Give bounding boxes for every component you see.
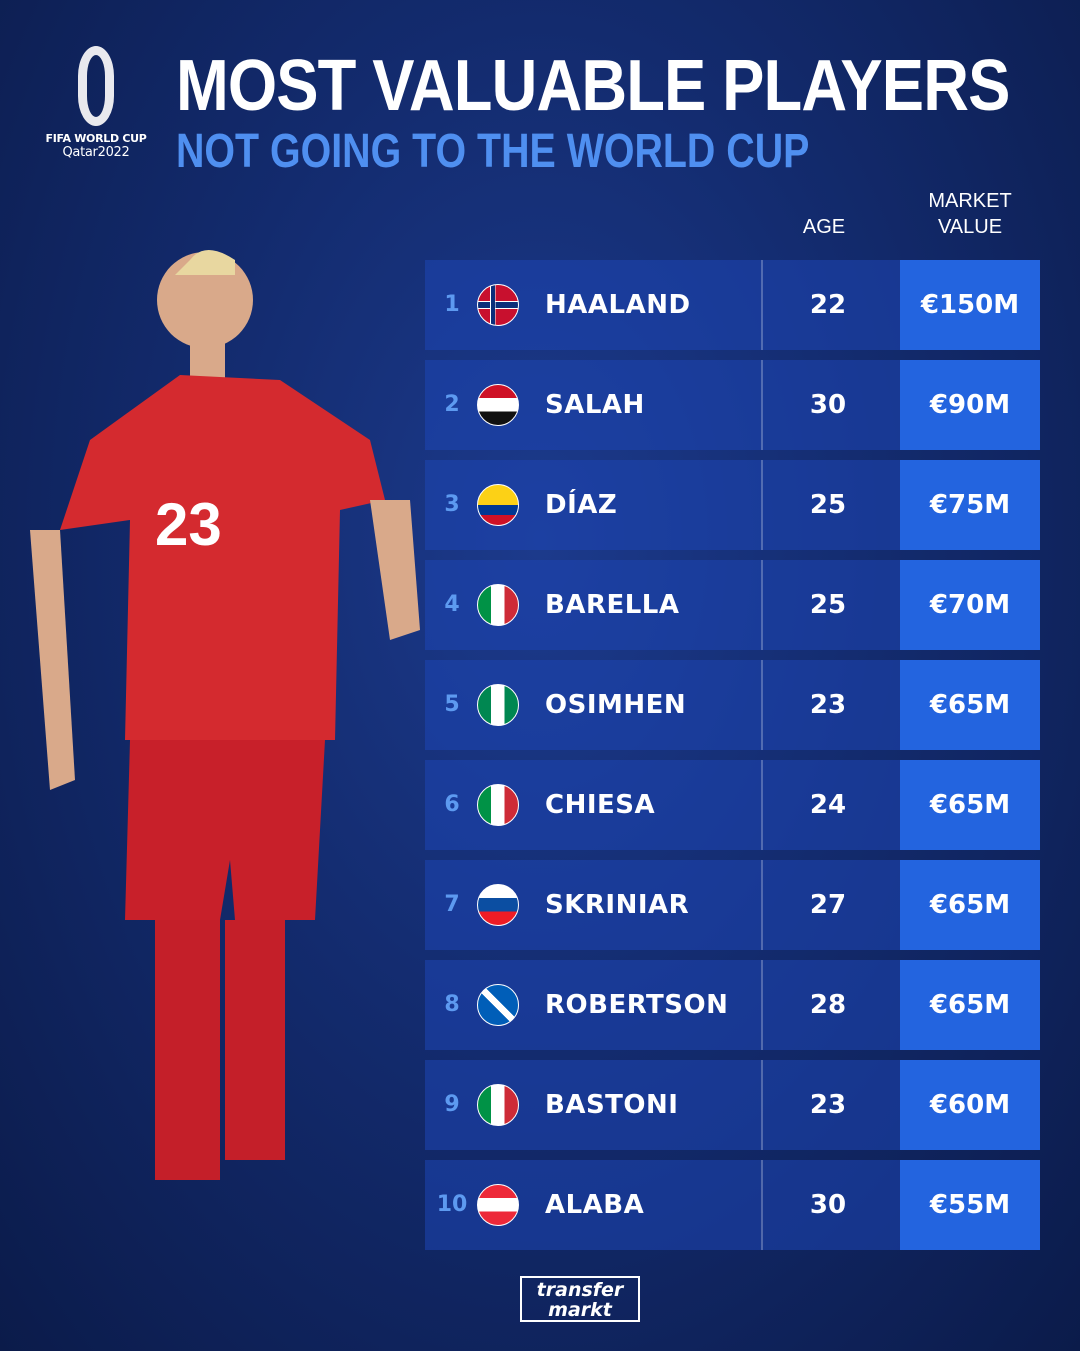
flag-nigeria-icon [477,684,519,726]
player-age: 23 [809,1090,847,1120]
divider [761,660,763,750]
player-name: ALABA [545,1190,645,1220]
player-age: 28 [809,990,847,1020]
column-header-market-value-line2: VALUE [937,216,1003,238]
flag-egypt-icon [477,384,519,426]
brand-line1: transfer [536,1279,624,1301]
rank: 5 [444,692,460,717]
rank: 1 [444,292,460,317]
logo-line2: Qatar2022 [62,145,130,160]
market-value: €70M [900,560,1040,650]
market-value: €90M [900,360,1040,450]
table-row: 6 CHIESA 24 €65M [425,760,1040,850]
market-value: €55M [900,1160,1040,1250]
flag-italy-icon [477,584,519,626]
table-row: 10 ALABA 30 €55M [425,1160,1040,1250]
divider [761,760,763,850]
fifa-world-cup-logo: FIFA WORLD CUP Qatar2022 [44,46,148,160]
divider [761,460,763,550]
table-row: 3 DÍAZ 25 €75M [425,460,1040,550]
page-title: MOST VALUABLE PLAYERS [176,46,1010,126]
flag-scotland-icon [477,984,519,1026]
column-header-market-value-line1: MARKET [928,190,1012,212]
market-value: €60M [900,1060,1040,1150]
player-name: OSIMHEN [545,690,687,720]
player-age: 24 [809,790,847,820]
player-name: HAALAND [545,290,691,320]
flag-norway-icon [477,284,519,326]
player-age: 22 [809,290,847,320]
table-row: 5 OSIMHEN 23 €65M [425,660,1040,750]
table-row: 8 ROBERTSON 28 €65M [425,960,1040,1050]
table-row: 2 SALAH 30 €90M [425,360,1040,450]
rank: 10 [436,1192,468,1217]
market-value: €150M [900,260,1040,350]
divider [761,560,763,650]
player-name: CHIESA [545,790,656,820]
rank: 2 [444,392,460,417]
rank: 3 [444,492,460,517]
market-value: €65M [900,760,1040,850]
column-header-age: AGE [802,216,846,238]
market-value: €75M [900,460,1040,550]
logo-line1: FIFA WORLD CUP [45,132,147,145]
svg-text:23: 23 [155,491,222,558]
flag-italy-icon [477,784,519,826]
rank: 4 [444,592,460,617]
flag-colombia-icon [477,484,519,526]
divider [761,260,763,350]
player-age: 25 [809,490,847,520]
divider [761,360,763,450]
flag-austria-icon [477,1184,519,1226]
player-age: 27 [809,890,847,920]
flag-slovakia-icon [477,884,519,926]
rank: 8 [444,992,460,1017]
market-value: €65M [900,860,1040,950]
rank: 7 [444,892,460,917]
column-header-market-value: MARKET VALUE [905,188,1035,240]
market-value: €65M [900,960,1040,1050]
player-name: BARELLA [545,590,680,620]
rank: 6 [444,792,460,817]
player-name: SALAH [545,390,645,420]
player-name: ROBERTSON [545,990,729,1020]
player-age: 23 [809,690,847,720]
market-value: €65M [900,660,1040,750]
page-subtitle: NOT GOING TO THE WORLD CUP [176,125,810,178]
player-age: 30 [809,1190,847,1220]
flag-italy-icon [477,1084,519,1126]
transfermarkt-logo: transfer markt [520,1276,640,1322]
player-age: 30 [809,390,847,420]
player-name: DÍAZ [545,490,618,520]
rank: 9 [444,1092,460,1117]
table-row: 9 BASTONI 23 €60M [425,1060,1040,1150]
divider [761,1060,763,1150]
player-photo: 23 [30,250,420,1180]
player-name: SKRINIAR [545,890,690,920]
table-row: 4 BARELLA 25 €70M [425,560,1040,650]
divider [761,960,763,1050]
table-row: 7 SKRINIAR 27 €65M [425,860,1040,950]
brand-line2: markt [548,1299,612,1321]
trophy-icon [78,46,114,126]
divider [761,1160,763,1250]
divider [761,860,763,950]
player-age: 25 [809,590,847,620]
table-row: 1 HAALAND 22 €150M [425,260,1040,350]
player-name: BASTONI [545,1090,679,1120]
